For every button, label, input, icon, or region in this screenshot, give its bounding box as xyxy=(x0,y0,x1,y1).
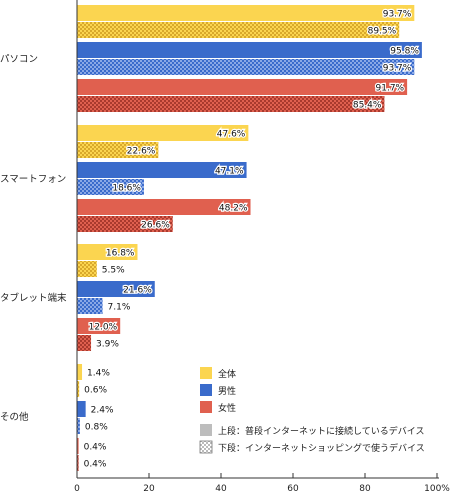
bar-total-upper xyxy=(77,125,249,141)
legend-swatch-female xyxy=(200,401,212,413)
value-label: 0.4% xyxy=(84,460,107,470)
x-tick-label: 60 xyxy=(287,484,299,494)
bar-total-lower xyxy=(77,142,159,158)
bar-female-lower xyxy=(77,96,385,112)
category-label: その他 xyxy=(0,411,29,423)
bar-female-upper xyxy=(77,79,408,95)
x-tick-label: 0 xyxy=(74,484,80,494)
bar-male-upper xyxy=(77,401,86,417)
legend-label: 女性 xyxy=(218,402,236,414)
bar-male-lower xyxy=(77,418,80,434)
value-label: 7.1% xyxy=(108,303,131,313)
bar-female-lower xyxy=(77,216,173,232)
value-label: 3.9% xyxy=(96,340,119,350)
value-label: 22.6% xyxy=(127,147,156,157)
bar-male-lower xyxy=(77,298,103,314)
value-label: 93.7% xyxy=(383,10,412,20)
legend-label: 全体 xyxy=(218,368,236,380)
value-label: 16.8% xyxy=(106,249,135,259)
value-labels-layer: 93.7% 89.5% 95.8% 93.7% 91.7% 85.4% 47.6% 22.6%… xyxy=(84,8,421,470)
bar-female-lower xyxy=(77,455,79,471)
legend: 全体男性女性上段：普段インターネットに接続しているデバイス下段：インターネットシ… xyxy=(199,367,425,454)
x-tick-label: 40 xyxy=(215,484,227,494)
bar-female-upper xyxy=(77,318,121,334)
legend-swatch-solid xyxy=(200,424,212,436)
value-label: 0.6% xyxy=(84,386,107,396)
bar-total-lower xyxy=(77,381,80,397)
bar-male-lower xyxy=(77,179,144,195)
legend-swatch-checkered xyxy=(199,440,213,454)
value-label: 18.6% xyxy=(112,184,141,194)
value-label: 85.4% xyxy=(353,101,382,111)
bar-total-upper xyxy=(77,364,83,380)
bar-total-upper xyxy=(77,5,415,21)
bar-female-upper xyxy=(77,438,79,454)
category-label: スマートフォン xyxy=(0,174,66,185)
value-label: 12.0% xyxy=(89,323,118,333)
x-tick-label: 100% xyxy=(424,484,450,494)
legend-swatch-total xyxy=(200,367,212,379)
legend-label: 上段：普段インターネットに接続しているデバイス xyxy=(218,425,424,437)
bar-total-lower xyxy=(77,22,400,38)
value-label: 47.6% xyxy=(217,130,246,140)
value-label: 93.7% xyxy=(383,64,412,74)
value-label: 26.6% xyxy=(141,221,170,231)
bar-male-upper xyxy=(77,281,155,297)
bar-male-lower xyxy=(77,59,415,75)
x-tick-label: 80 xyxy=(359,484,371,494)
legend-label: 男性 xyxy=(218,385,236,397)
value-label: 47.1% xyxy=(215,167,244,177)
bar-female-upper xyxy=(77,199,251,215)
x-tick-label: 20 xyxy=(143,484,155,494)
category-label: パソコン xyxy=(0,54,38,65)
bar-total-lower xyxy=(77,261,97,277)
bar-total-upper xyxy=(77,244,138,260)
value-label: 48.2% xyxy=(219,204,248,214)
value-label: 5.5% xyxy=(102,266,125,276)
value-label: 0.4% xyxy=(84,443,107,453)
bar-male-upper xyxy=(77,162,247,178)
value-label: 1.4% xyxy=(87,369,110,379)
legend-label: 下段：インターネットショッピングで使うデバイス xyxy=(218,442,425,454)
value-label: 0.8% xyxy=(85,423,108,433)
bar-female-lower xyxy=(77,335,92,351)
bar-male-upper xyxy=(77,42,422,58)
value-label: 91.7% xyxy=(376,84,405,94)
category-label: タブレット端末 xyxy=(0,292,67,304)
legend-swatch-male xyxy=(200,384,212,396)
bars-layer xyxy=(77,5,422,471)
value-label: 21.6% xyxy=(123,286,152,296)
value-label: 89.5% xyxy=(368,27,397,37)
value-label: 2.4% xyxy=(91,406,114,416)
value-label: 95.8% xyxy=(390,47,419,57)
